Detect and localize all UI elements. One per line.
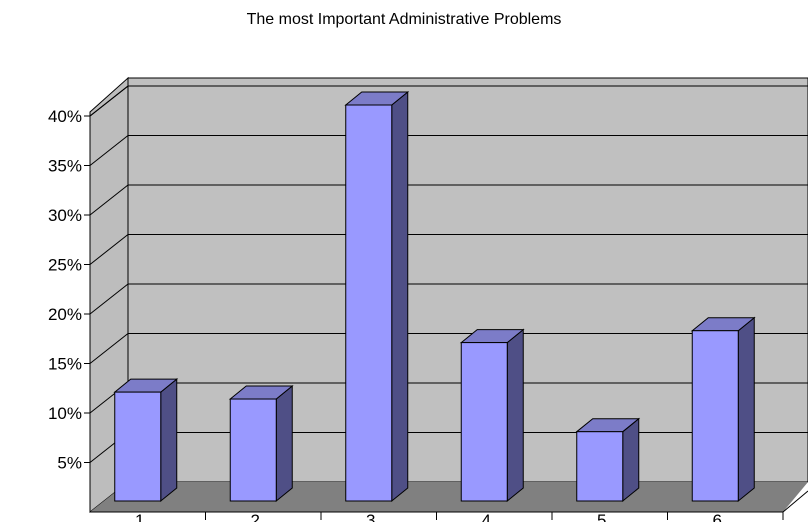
y-tick-label: 30% — [48, 206, 82, 225]
y-tick-label: 15% — [48, 355, 82, 374]
x-tick-label: 4 — [482, 511, 491, 522]
bar — [576, 431, 624, 502]
x-tick-label: 2 — [251, 511, 260, 522]
bar — [114, 391, 162, 502]
bar — [229, 398, 277, 502]
gridline-side — [89, 184, 129, 216]
y-tick-label: 25% — [48, 256, 82, 275]
x-tick-label: 6 — [713, 511, 722, 522]
x-tick-label: 1 — [135, 511, 144, 522]
y-tick-label: 10% — [48, 404, 82, 423]
gridline-side — [89, 333, 129, 364]
bar-side — [622, 417, 640, 503]
bar-side — [275, 384, 293, 503]
plot-area: 5% 10% 15% 20% 25% 30% 35% 40% 1 2 3 4 5 6 — [48, 76, 808, 522]
bar-side — [737, 316, 755, 503]
bar-side — [160, 378, 178, 503]
x-axis-depth — [782, 490, 808, 513]
y-tick-label: 35% — [48, 157, 82, 176]
gridline-side — [89, 283, 129, 315]
x-tick-label: 3 — [366, 511, 375, 522]
bar-side — [391, 90, 409, 503]
bar — [691, 330, 739, 502]
bar-side — [506, 328, 524, 503]
chart-title: The most Important Administrative Proble… — [247, 11, 562, 28]
bar — [345, 104, 393, 502]
gridline-side — [89, 135, 129, 166]
gridline-side — [89, 85, 129, 117]
y-tick-label: 20% — [48, 305, 82, 324]
y-tick-label: 5% — [57, 454, 82, 473]
x-tick-label: 5 — [597, 511, 606, 522]
y-tick-label: 40% — [48, 107, 82, 126]
bar — [460, 342, 508, 502]
gridline-side — [89, 234, 129, 265]
